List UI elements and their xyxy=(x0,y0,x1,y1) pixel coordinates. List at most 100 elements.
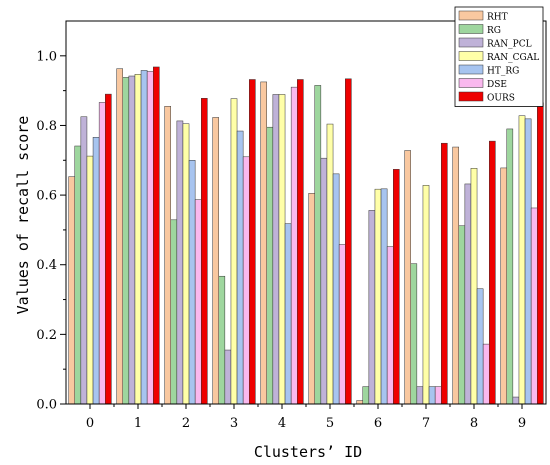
legend-label-rg: RG xyxy=(487,26,501,36)
bar-ran-pcl-cluster-0 xyxy=(80,116,88,405)
bar-dse-cluster-8 xyxy=(482,343,490,405)
bar-ran-cgal-cluster-0 xyxy=(86,155,94,405)
bar-rg-cluster-8 xyxy=(458,225,466,405)
bar-ran-pcl-cluster-3 xyxy=(224,349,232,405)
bar-ran-pcl-cluster-6 xyxy=(368,210,376,405)
bar-ht-rg-cluster-1 xyxy=(140,70,148,405)
bar-ran-pcl-cluster-1 xyxy=(128,75,136,405)
bar-ran-cgal-cluster-3 xyxy=(230,98,238,405)
legend-swatch-dse xyxy=(458,78,484,88)
y-tick-label: 1.0 xyxy=(36,49,57,64)
bar-ran-pcl-cluster-8 xyxy=(464,183,472,405)
x-tick-label: 4 xyxy=(278,416,286,431)
bar-ran-cgal-cluster-8 xyxy=(470,168,478,405)
bar-ran-cgal-cluster-6 xyxy=(374,188,382,405)
bar-rht-cluster-0 xyxy=(68,176,76,405)
legend: RHT RG RAN_PCL RAN_CGAL HT_RG DSE OURS xyxy=(454,6,544,107)
axes-layer xyxy=(60,20,547,409)
bar-ran-pcl-cluster-9 xyxy=(512,396,520,405)
bar-rht-cluster-3 xyxy=(212,117,219,405)
bar-dse-cluster-5 xyxy=(338,244,346,405)
bar-rg-cluster-2 xyxy=(170,219,178,405)
bar-ours-cluster-5 xyxy=(345,78,352,405)
x-tick-label: 6 xyxy=(374,416,382,431)
bar-ht-rg-cluster-8 xyxy=(476,288,484,405)
y-tick-label: 0.6 xyxy=(36,189,57,204)
legend-swatch-rht xyxy=(458,10,484,21)
bar-ran-pcl-cluster-7 xyxy=(416,386,424,405)
bar-ours-cluster-4 xyxy=(297,79,304,405)
bar-dse-cluster-6 xyxy=(386,246,394,405)
bar-ran-pcl-cluster-2 xyxy=(176,120,184,405)
bar-ht-rg-cluster-7 xyxy=(428,386,436,405)
bar-rg-cluster-1 xyxy=(122,77,130,405)
bar-rg-cluster-5 xyxy=(314,85,322,405)
legend-swatch-ht-rg xyxy=(458,64,484,75)
bar-ht-rg-cluster-6 xyxy=(380,188,388,405)
bar-dse-cluster-4 xyxy=(290,86,298,405)
bar-ran-cgal-cluster-9 xyxy=(518,115,526,405)
bar-rg-cluster-4 xyxy=(266,126,274,405)
x-tick-label: 0 xyxy=(86,416,94,431)
bar-ours-cluster-1 xyxy=(153,66,160,405)
bar-ran-cgal-cluster-5 xyxy=(326,123,334,405)
bar-ran-pcl-cluster-4 xyxy=(272,94,280,405)
y-tick-label: 0.2 xyxy=(36,328,57,343)
bar-rg-cluster-0 xyxy=(74,145,82,405)
x-tick-label: 1 xyxy=(134,416,142,431)
bar-rht-cluster-2 xyxy=(164,106,171,405)
bar-rht-cluster-1 xyxy=(116,68,124,405)
bars-layer xyxy=(68,66,544,405)
bar-ran-cgal-cluster-2 xyxy=(182,123,190,405)
bar-dse-cluster-7 xyxy=(434,386,442,405)
bar-ran-pcl-cluster-5 xyxy=(320,157,328,405)
x-tick-label: 9 xyxy=(518,416,526,431)
bar-ours-cluster-9 xyxy=(537,102,544,405)
legend-swatch-ours xyxy=(458,91,484,102)
bar-ours-cluster-6 xyxy=(393,169,400,405)
bar-rht-cluster-4 xyxy=(260,81,267,405)
bar-rg-cluster-6 xyxy=(362,386,370,405)
bar-ht-rg-cluster-5 xyxy=(332,173,340,405)
legend-label-ran-cgal: RAN_CGAL xyxy=(487,53,539,63)
bar-ht-rg-cluster-9 xyxy=(524,118,532,405)
bar-dse-cluster-3 xyxy=(242,156,250,405)
bar-ours-cluster-7 xyxy=(441,142,448,405)
bar-ran-cgal-cluster-1 xyxy=(134,74,142,405)
bar-ht-rg-cluster-0 xyxy=(92,137,100,405)
legend-label-rht: RHT xyxy=(487,13,508,23)
bar-ht-rg-cluster-2 xyxy=(188,160,196,405)
bar-rht-cluster-9 xyxy=(500,167,507,405)
x-tick-label: 2 xyxy=(182,416,190,431)
bar-rg-cluster-3 xyxy=(218,275,226,405)
legend-swatch-ran-pcl xyxy=(458,37,484,48)
bar-dse-cluster-9 xyxy=(530,207,538,405)
legend-label-ours: OURS xyxy=(487,94,515,104)
bar-ran-cgal-cluster-7 xyxy=(422,185,430,405)
bar-ht-rg-cluster-3 xyxy=(236,130,244,405)
bar-dse-cluster-0 xyxy=(98,102,106,405)
x-tick-label: 3 xyxy=(230,416,238,431)
bar-rht-cluster-6 xyxy=(356,400,363,405)
bar-dse-cluster-2 xyxy=(194,199,202,405)
y-axis-title: Values of recall score xyxy=(14,116,32,315)
y-tick-label: 0.8 xyxy=(36,119,57,134)
y-tick-label: 0.4 xyxy=(36,258,57,273)
bar-ht-rg-cluster-4 xyxy=(284,223,292,405)
y-tick-label: 0.0 xyxy=(36,398,57,413)
bar-rht-cluster-5 xyxy=(308,193,315,405)
bar-rht-cluster-7 xyxy=(404,150,411,405)
legend-swatch-ran-cgal xyxy=(458,51,484,61)
tick-labels-layer: 0.0 0.2 0.4 0.6 0.8 1.0 0 1 2 3 4 5 6 7 8 9 xyxy=(36,49,526,431)
bar-ours-cluster-0 xyxy=(105,93,112,405)
bar-rg-cluster-7 xyxy=(410,263,418,405)
bar-rg-cluster-9 xyxy=(506,128,514,405)
legend-label-ran-pcl: RAN_PCL xyxy=(487,40,532,50)
x-tick-label: 8 xyxy=(470,416,478,431)
legend-label-dse: DSE xyxy=(487,80,507,90)
x-axis-title: Clusters’ ID xyxy=(254,443,362,461)
x-tick-label: 7 xyxy=(422,416,430,431)
legend-swatch-rg xyxy=(458,24,484,34)
